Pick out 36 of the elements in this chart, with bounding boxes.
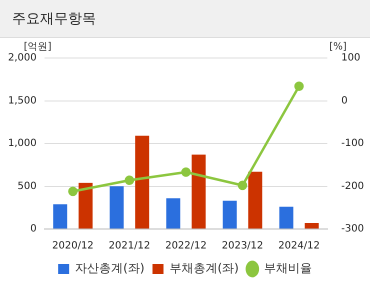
y-tick-label: 0	[30, 224, 37, 235]
y2-tick-label: -100	[341, 138, 364, 150]
y2-axis-title: [%]	[329, 42, 347, 53]
x-tick-label: 2021/12	[108, 240, 150, 252]
bar	[222, 200, 237, 228]
x-tick-label: 2023/12	[222, 240, 264, 252]
y-tick-label: 1,000	[8, 138, 37, 150]
y2-tick-label: -300	[341, 224, 364, 235]
y-tick-label: 500	[18, 180, 37, 192]
point	[181, 167, 191, 177]
bar	[110, 186, 124, 228]
bar	[248, 172, 262, 228]
point	[238, 180, 248, 190]
y2-tick-label: 0	[341, 95, 348, 106]
y-tick-label: 2,000	[8, 52, 37, 64]
x-tick-label: 2022/12	[165, 240, 207, 252]
bar	[279, 206, 294, 228]
bar	[166, 198, 180, 228]
bar	[192, 154, 206, 228]
bar	[135, 136, 150, 228]
bar	[304, 223, 319, 228]
legend-label: 부채비율	[264, 261, 312, 276]
x-tick-label: 2020/12	[52, 240, 94, 252]
x-tick-label: 2024/12	[278, 240, 320, 252]
legend-label: 자산총계(좌)	[75, 261, 145, 276]
y-tick-label: 1,500	[8, 95, 37, 106]
point	[124, 176, 134, 186]
point	[68, 186, 78, 196]
bar	[78, 182, 93, 228]
bar	[53, 204, 68, 228]
y2-tick-label: 100	[341, 52, 360, 64]
chart-title: 주요재무항목	[0, 0, 370, 38]
y-axis-title: [억원]	[24, 42, 52, 53]
legend-label: 부채총계(좌)	[170, 261, 239, 276]
point	[294, 81, 304, 91]
y2-tick-label: -200	[341, 180, 364, 192]
